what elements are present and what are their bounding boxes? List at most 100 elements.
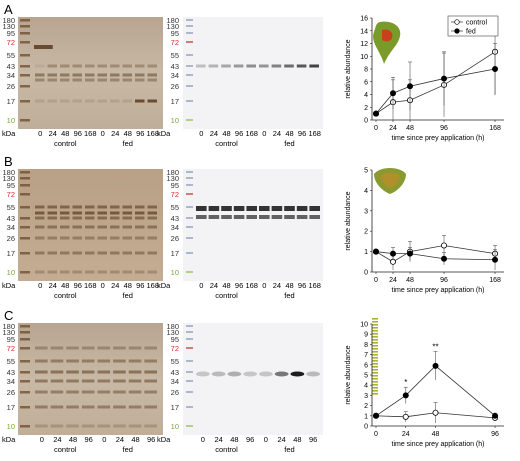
gel-band <box>35 236 45 240</box>
x-tick-label: 24 <box>389 125 397 132</box>
data-point-control <box>432 409 439 416</box>
group-label: control <box>54 445 77 454</box>
gel-marker-label: 180 <box>2 168 15 177</box>
blot-lane-label: 0 <box>199 129 203 138</box>
gel-band <box>81 346 95 350</box>
blot-ladder-band <box>186 19 193 21</box>
silver-gel <box>18 169 163 281</box>
gel-unit-label: kDa <box>2 129 16 138</box>
gel-marker-label: 10 <box>7 116 15 125</box>
blot-lane-label: 0 <box>264 435 268 444</box>
gel-band <box>135 211 145 215</box>
blot-ladder-band <box>186 226 193 228</box>
gel-band <box>147 99 157 103</box>
gel-band <box>135 99 145 103</box>
gel-band <box>35 370 48 374</box>
gel-band <box>97 205 107 209</box>
blot-band <box>208 206 220 211</box>
data-point-fed <box>407 250 414 257</box>
gel-band <box>128 405 142 409</box>
gel-band <box>97 346 111 350</box>
y-tick-label: 4 <box>364 92 368 99</box>
lane-label: 48 <box>61 129 69 138</box>
gel-band <box>122 225 132 229</box>
y-tick-label: 8 <box>364 342 368 349</box>
blot-marker-label: 180 <box>166 322 179 331</box>
blot-band <box>309 215 320 219</box>
x-tick-label: 0 <box>374 125 378 132</box>
blot-band <box>296 64 307 68</box>
gel-band <box>113 346 126 350</box>
gland-stripe <box>372 384 378 386</box>
blot-lane-label: 48 <box>293 435 301 444</box>
gel-band <box>110 211 120 215</box>
blot-lane-label: 48 <box>222 129 230 138</box>
blot-band <box>221 206 232 211</box>
legend-label: control <box>466 20 487 27</box>
blot-ladder-band <box>186 217 193 219</box>
y-tick-label: 1 <box>364 413 368 420</box>
ladder-band <box>20 271 30 274</box>
x-tick-label: 96 <box>491 431 499 438</box>
gel-band <box>35 251 45 255</box>
ladder-band <box>20 19 30 22</box>
gel-band <box>47 99 57 103</box>
gel-band <box>47 211 57 215</box>
blot-marker-label: 34 <box>171 71 179 80</box>
gel-band <box>81 379 95 383</box>
blot-ladder-band <box>186 380 193 382</box>
gel-band <box>60 205 70 209</box>
ladder-band <box>20 74 30 77</box>
gel-band <box>147 216 157 220</box>
blot-marker-label: 17 <box>171 249 179 258</box>
lane-label: 0 <box>38 281 42 290</box>
gel-band <box>60 251 70 255</box>
gel-band <box>97 236 107 240</box>
gel-marker-label: 26 <box>7 82 15 91</box>
blot-band <box>196 215 207 219</box>
x-axis-title: time since prey application (h) <box>392 287 485 294</box>
blot-lane-label: 0 <box>262 129 266 138</box>
y-tick-label: 4 <box>364 188 368 195</box>
gel-band <box>66 370 79 374</box>
lane-label: 0 <box>101 281 105 290</box>
blot-lane-label: 168 <box>245 129 258 138</box>
ladder-band <box>20 171 30 174</box>
x-tick-label: 0 <box>374 277 378 284</box>
trap-shape <box>373 21 401 64</box>
blot-band <box>211 371 226 377</box>
gel-band <box>72 270 82 274</box>
gel-band <box>110 225 120 229</box>
gel-band <box>35 225 45 229</box>
blot-group-label: control <box>215 291 238 300</box>
blot-marker-label: 95 <box>171 181 179 190</box>
gel-marker-label: 72 <box>7 344 15 353</box>
blot-marker-label: 26 <box>171 82 179 91</box>
panel-label: A <box>4 2 13 17</box>
blot-band <box>284 215 295 219</box>
legend-label: fed <box>466 29 476 36</box>
gel-band <box>128 424 142 428</box>
ladder-band <box>20 425 30 428</box>
blot-band <box>259 64 269 68</box>
significance-mark: ** <box>432 343 438 352</box>
gel-band <box>135 205 145 209</box>
gel-band <box>122 236 132 240</box>
trap-inner <box>380 173 400 188</box>
gel-band <box>122 64 132 68</box>
gel-band <box>128 390 142 394</box>
silver-gel <box>18 17 163 129</box>
gel-unit-label: kDa <box>2 435 16 444</box>
ladder-band <box>20 65 30 68</box>
lane-label: 0 <box>38 129 42 138</box>
ladder-band <box>20 347 30 350</box>
gel-band <box>97 405 111 409</box>
blot-ladder-band <box>186 85 193 87</box>
lane-label: 0 <box>40 435 44 444</box>
gel-band <box>85 251 95 255</box>
gel-band <box>35 270 45 274</box>
gel-marker-label: 17 <box>7 249 15 258</box>
gel-band <box>72 78 82 82</box>
